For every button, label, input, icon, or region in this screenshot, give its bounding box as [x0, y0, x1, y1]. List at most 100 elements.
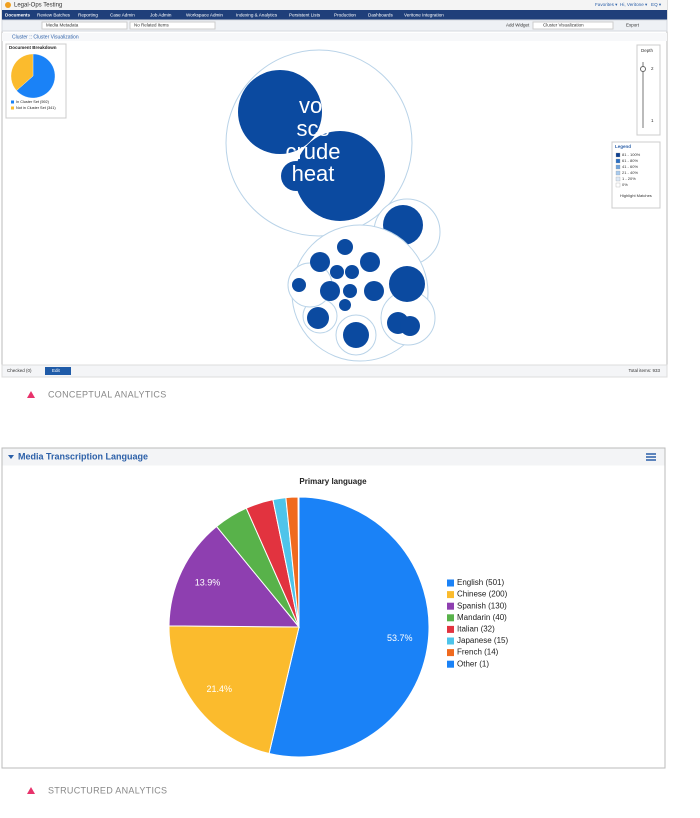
user-menu[interactable]: Favorites ▾ — [595, 2, 618, 7]
cluster-map — [225, 49, 441, 362]
cluster[interactable] — [364, 281, 384, 301]
cluster[interactable] — [292, 278, 306, 292]
cluster-word: crude — [285, 139, 340, 164]
depth-handle[interactable] — [640, 66, 646, 72]
cluster[interactable] — [238, 70, 322, 154]
checked-count: Checked (0) — [7, 368, 32, 373]
cluster[interactable] — [345, 265, 359, 279]
nav-tab[interactable]: Veritone Integration — [404, 13, 444, 18]
cluster[interactable] — [343, 322, 369, 348]
legend-label[interactable]: Chinese (200) — [457, 590, 508, 599]
cluster[interactable] — [360, 252, 380, 272]
legend-label[interactable]: French (14) — [457, 648, 499, 657]
pie-slice — [16, 53, 56, 99]
cluster[interactable] — [295, 131, 385, 221]
legend-label: 1 - 20% — [622, 176, 636, 181]
cluster[interactable] — [330, 265, 344, 279]
footer — [1, 364, 668, 378]
caption: STRUCTURED ANALYTICS — [48, 785, 167, 795]
legend-label: 61 - 80% — [622, 158, 638, 163]
slice-label: 13.9% — [195, 578, 221, 588]
user-menu[interactable]: EQ ▾ — [651, 2, 662, 7]
legend-title: Legend — [615, 144, 631, 149]
legend-label[interactable]: Not in Cluster Set (341) — [16, 106, 56, 110]
slice-label: 21.4% — [206, 684, 232, 694]
toolbar — [1, 19, 668, 32]
legend-swatch — [447, 660, 454, 668]
widget-select-text: Cluster Visualization — [543, 23, 584, 28]
legend-label[interactable]: Italian (32) — [457, 625, 495, 634]
nav-tab[interactable]: Documents — [5, 13, 30, 18]
legend-label: 0% — [622, 182, 628, 187]
widget-menu[interactable] — [646, 453, 656, 461]
legend-label[interactable]: Japanese (15) — [457, 636, 508, 645]
nav-tab[interactable]: Dashboards — [368, 13, 393, 18]
pie-slice — [168, 625, 300, 755]
cluster[interactable] — [320, 281, 340, 301]
nav-tab[interactable]: Job Admin — [150, 13, 172, 18]
nav-tab[interactable]: Indexing & Analytics — [236, 13, 278, 18]
caption-icon — [27, 391, 35, 398]
legend-swatch — [11, 106, 14, 110]
cluster[interactable] — [400, 316, 420, 336]
cluster-legend: 81 - 100%61 - 80%41 - 60%21 - 40%1 - 20%… — [615, 152, 641, 188]
cluster[interactable] — [343, 284, 357, 298]
legend-swatch — [447, 649, 454, 657]
export[interactable]: Export — [626, 23, 640, 28]
legend-swatch — [615, 164, 621, 170]
cluster[interactable] — [281, 161, 311, 191]
cluster-word: heat — [292, 161, 335, 186]
cluster-word: scs — [297, 116, 330, 141]
depth-title: Depth — [641, 48, 654, 53]
user-menu[interactable]: Hi, Veritone ▾ — [620, 2, 648, 7]
cluster[interactable] — [339, 299, 351, 311]
view-select-text: Media Metadata — [46, 23, 79, 28]
total-items: Total items: 933 — [628, 368, 660, 373]
edit-button[interactable] — [45, 367, 71, 375]
pie-slice — [297, 496, 300, 628]
caption: CONCEPTUAL ANALYTICS — [48, 389, 167, 399]
nav-tab[interactable]: Production — [334, 13, 356, 18]
legend-highlight: Highlight Matches — [620, 193, 652, 198]
nav-tab[interactable]: Persistent Lists — [289, 13, 321, 18]
nav-bar — [2, 10, 667, 20]
legend-label[interactable]: In Cluster Set (592) — [16, 100, 50, 104]
cluster[interactable] — [307, 307, 329, 329]
widget-select[interactable] — [532, 21, 614, 30]
widget-title: Media Transcription Language — [18, 451, 148, 461]
legend-label[interactable]: Other (1) — [457, 659, 489, 668]
nav-tab[interactable]: Workspace Admin — [186, 13, 223, 18]
legend-label[interactable]: Mandarin (40) — [457, 613, 507, 622]
legend-swatch — [615, 176, 621, 182]
app-title: Legal-Ops Testing — [14, 3, 62, 9]
pie-slice — [10, 53, 34, 91]
legend-label[interactable]: English (501) — [457, 578, 504, 587]
collapse-icon[interactable] — [8, 455, 14, 459]
title-bar — [2, 0, 667, 10]
legend-label: 21 - 40% — [622, 170, 638, 175]
app-logo — [5, 2, 11, 8]
cluster[interactable] — [310, 252, 330, 272]
view-select[interactable] — [41, 21, 128, 30]
related-select-text: No Related Items — [134, 23, 170, 28]
widget-header — [2, 448, 665, 466]
add-widget[interactable]: Add Widget — [506, 23, 530, 28]
legend-swatch — [615, 182, 621, 188]
nav-tab[interactable]: Review Batches — [37, 13, 71, 18]
legend-swatch — [447, 591, 454, 599]
edit-label: Edit — [52, 368, 61, 373]
legend-label: 41 - 60% — [622, 164, 638, 169]
legend-swatch — [447, 579, 454, 587]
related-select[interactable] — [129, 21, 216, 30]
legend-swatch — [447, 602, 454, 610]
nav-tab[interactable]: Case Admin — [110, 13, 135, 18]
legend-label[interactable]: Spanish (130) — [457, 601, 507, 610]
panel-header — [2, 33, 667, 41]
cluster-word: vol — [299, 93, 327, 118]
cluster[interactable] — [337, 239, 353, 255]
chart-title: Primary language — [299, 477, 367, 486]
cluster[interactable] — [389, 266, 425, 302]
nav-tab[interactable]: Reporting — [78, 13, 98, 18]
legend-swatch — [447, 637, 454, 645]
